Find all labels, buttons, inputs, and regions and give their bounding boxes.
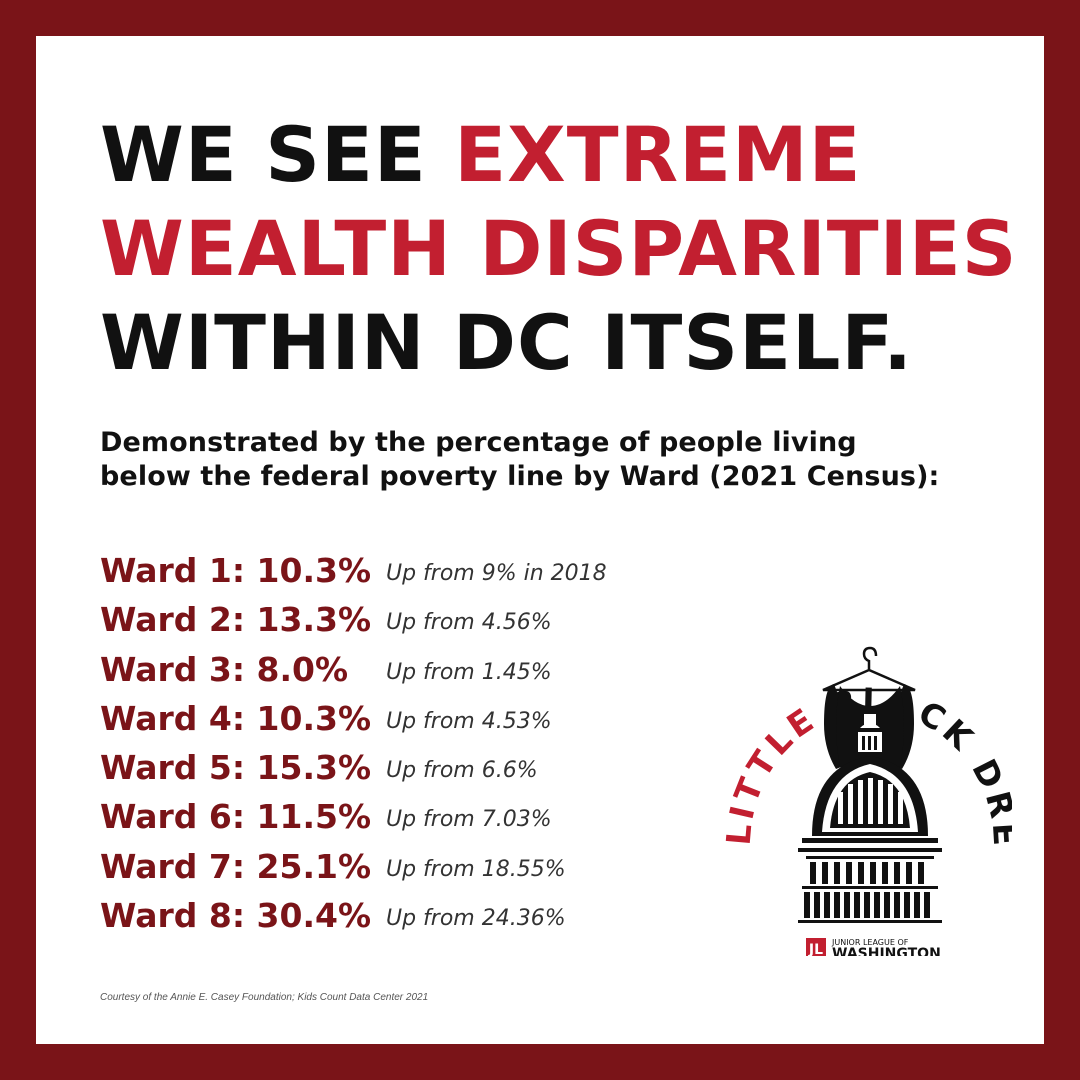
ward-label: Ward 2: 13.3% — [100, 600, 372, 640]
org-name-large: WASHINGTON — [832, 946, 941, 956]
content-panel: WE SEE EXTREME WEALTH DISPARITIES WITHIN… — [36, 36, 1044, 1044]
ward-label: Ward 6: 11.5% — [100, 797, 372, 837]
ward-change: Up from 18.55% — [386, 856, 566, 882]
dress-capitol-icon: LITTLE BLACK DRESS INITIATIVE — [676, 505, 1021, 962]
ward-row: Ward 2: 13.3% Up from 4.56% — [100, 597, 700, 646]
junior-league-mark-icon: JL — [806, 938, 826, 958]
jl-mark-text: JL — [808, 942, 823, 956]
ward-row: Ward 8: 30.4% Up from 24.36% — [100, 893, 700, 942]
headline-line3-black: WITHIN DC ITSELF. — [100, 298, 914, 387]
ward-row: Ward 4: 10.3% Up from 4.53% — [100, 696, 700, 745]
ward-label: Ward 5: 15.3% — [100, 748, 372, 788]
dress-bodice — [824, 684, 914, 776]
ward-label: Ward 4: 10.3% — [100, 698, 372, 738]
ward-change: Up from 4.56% — [386, 610, 552, 636]
ward-label: Ward 8: 30.4% — [100, 896, 372, 936]
ward-change: Up from 1.45% — [386, 659, 552, 685]
source-credit: Courtesy of the Annie E. Casey Foundatio… — [100, 992, 429, 1003]
headline-line1-black: WE SEE — [100, 110, 455, 199]
hanger-icon — [822, 646, 916, 692]
ward-change: Up from 24.36% — [386, 906, 566, 932]
headline-line2-red: WEALTH DISPARITIES — [100, 204, 1018, 293]
headline: WE SEE EXTREME WEALTH DISPARITIES WITHIN… — [100, 108, 1017, 390]
capitol-base — [798, 838, 942, 923]
ward-label: Ward 7: 25.1% — [100, 846, 372, 886]
arc-text-initiative: INITIATIVE — [692, 536, 708, 544]
ward-row: Ward 6: 11.5% Up from 7.03% — [100, 794, 700, 843]
ward-row: Ward 3: 8.0% Up from 1.45% — [100, 647, 700, 696]
ward-row: Ward 5: 15.3% Up from 6.6% — [100, 745, 700, 794]
ward-change: Up from 7.03% — [386, 807, 552, 833]
ward-change: Up from 4.53% — [386, 708, 552, 734]
org-name-small: JUNIOR LEAGUE OF — [831, 938, 909, 947]
ward-row: Ward 1: 10.3% Up from 9% in 2018 — [100, 548, 700, 597]
ward-row: Ward 7: 25.1% Up from 18.55% — [100, 844, 700, 893]
capitol-dome-skirt — [812, 756, 928, 836]
headline-line1-red: EXTREME — [454, 110, 862, 199]
ward-list: Ward 1: 10.3% Up from 9% in 2018 Ward 2:… — [100, 548, 700, 942]
capitol-cupola-columns — [862, 736, 877, 750]
subheading: Demonstrated by the percentage of people… — [100, 426, 980, 494]
subheading-line1: Demonstrated by the percentage of people… — [100, 427, 857, 458]
ward-change: Up from 9% in 2018 — [386, 561, 607, 586]
ward-label: Ward 1: 10.3% — [100, 551, 372, 590]
ward-label: Ward 3: 8.0% — [100, 649, 349, 689]
little-black-dress-logo: LITTLE BLACK DRESS INITIATIVE — [676, 505, 1021, 962]
subheading-line2: below the federal poverty line by Ward (… — [100, 461, 940, 492]
ward-change: Up from 6.6% — [386, 758, 538, 784]
